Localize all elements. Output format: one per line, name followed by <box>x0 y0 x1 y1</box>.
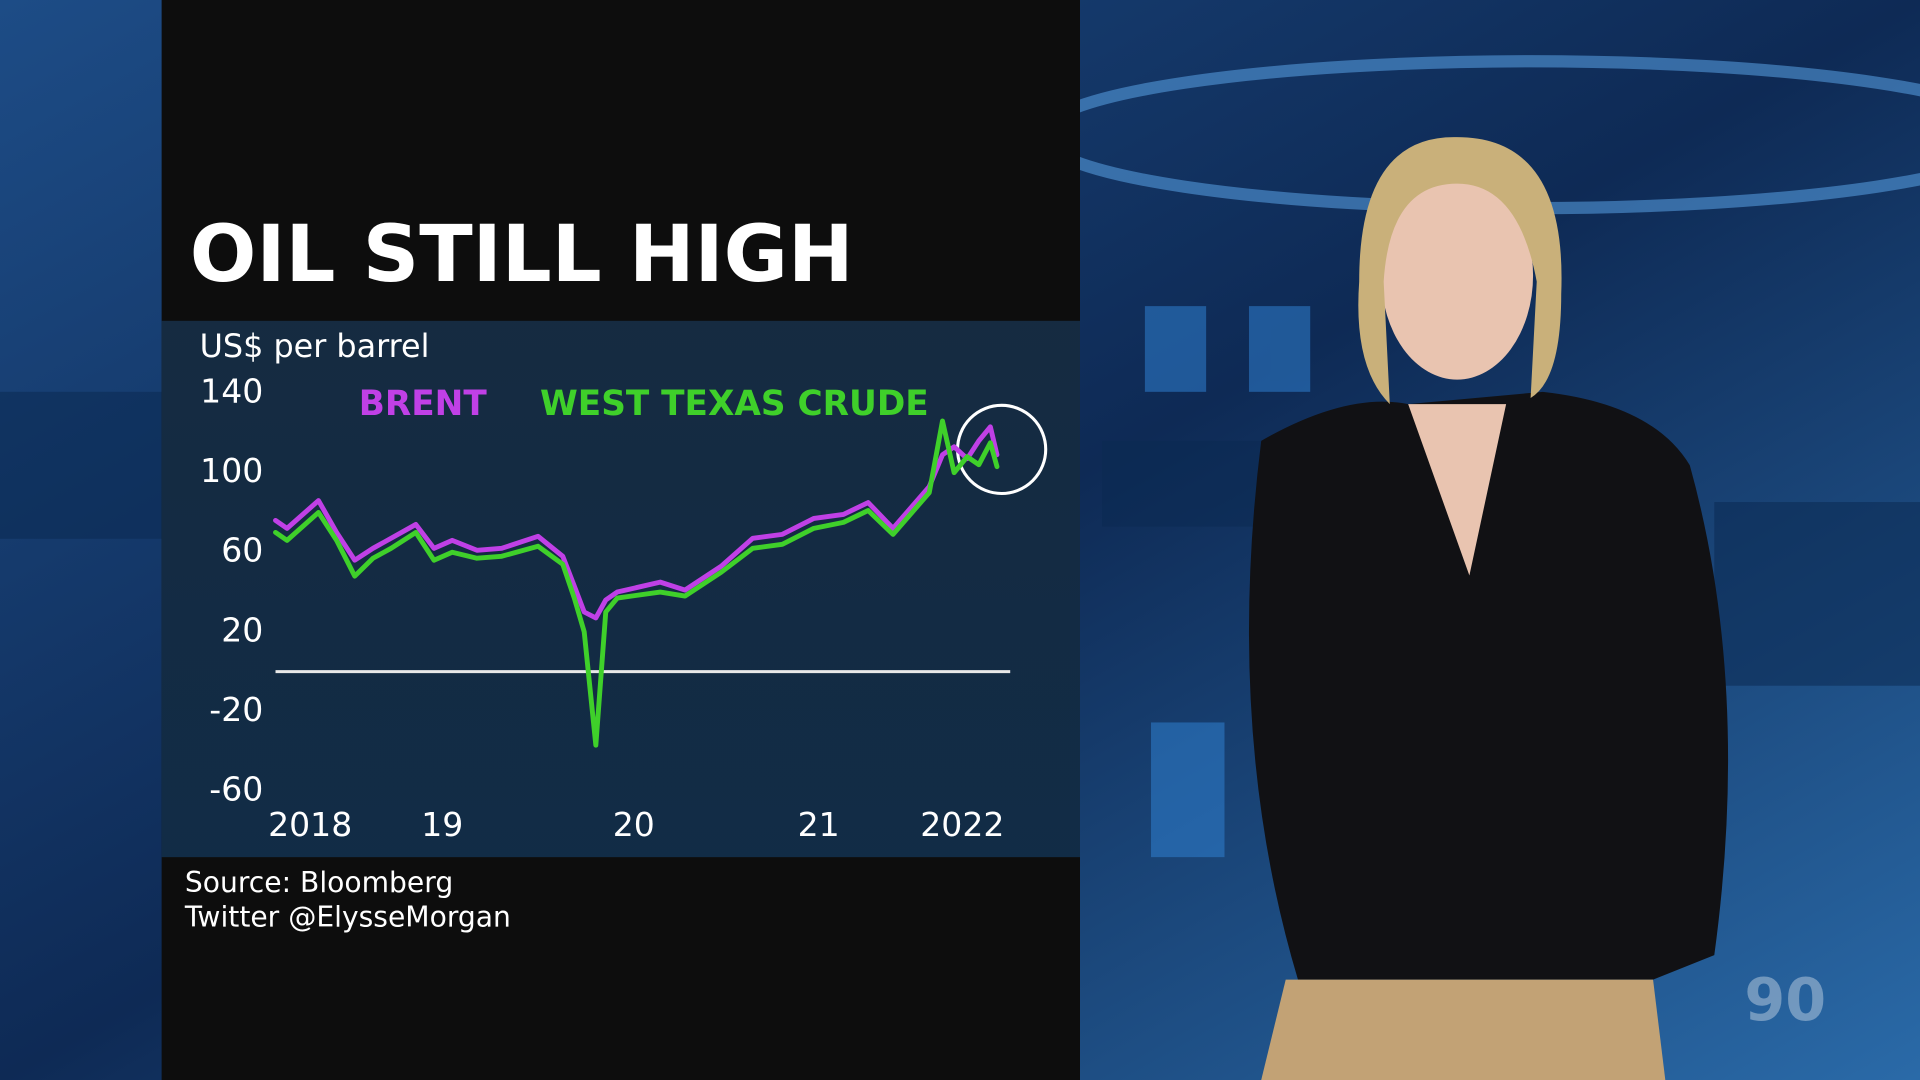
y-tick-label: 60 <box>221 531 263 570</box>
y-tick-label: 140 <box>200 372 263 411</box>
legend-entry: BRENT <box>359 384 488 424</box>
y-tick-label: -60 <box>209 770 263 809</box>
x-tick-label: 19 <box>421 805 463 844</box>
x-tick-label: 2018 <box>268 805 352 844</box>
x-tick-label: 21 <box>798 805 840 844</box>
y-tick-label: 100 <box>200 451 263 490</box>
series-line <box>273 418 1000 748</box>
chart-title: OIL STILL HIGH <box>190 209 854 300</box>
y-axis-label: US$ per barrel <box>200 327 430 365</box>
y-tick-label: -20 <box>209 690 263 729</box>
presenter <box>1248 137 1729 1080</box>
legend-entry: WEST TEXAS CRUDE <box>540 384 929 424</box>
credit: Twitter @ElysseMorgan <box>184 900 511 933</box>
source: Source: Bloomberg <box>185 866 453 899</box>
x-tick-label: 20 <box>613 805 655 844</box>
channel-logo: 90 <box>1744 965 1826 1034</box>
x-tick-label: 2022 <box>920 805 1004 844</box>
y-tick-label: 20 <box>221 610 263 649</box>
